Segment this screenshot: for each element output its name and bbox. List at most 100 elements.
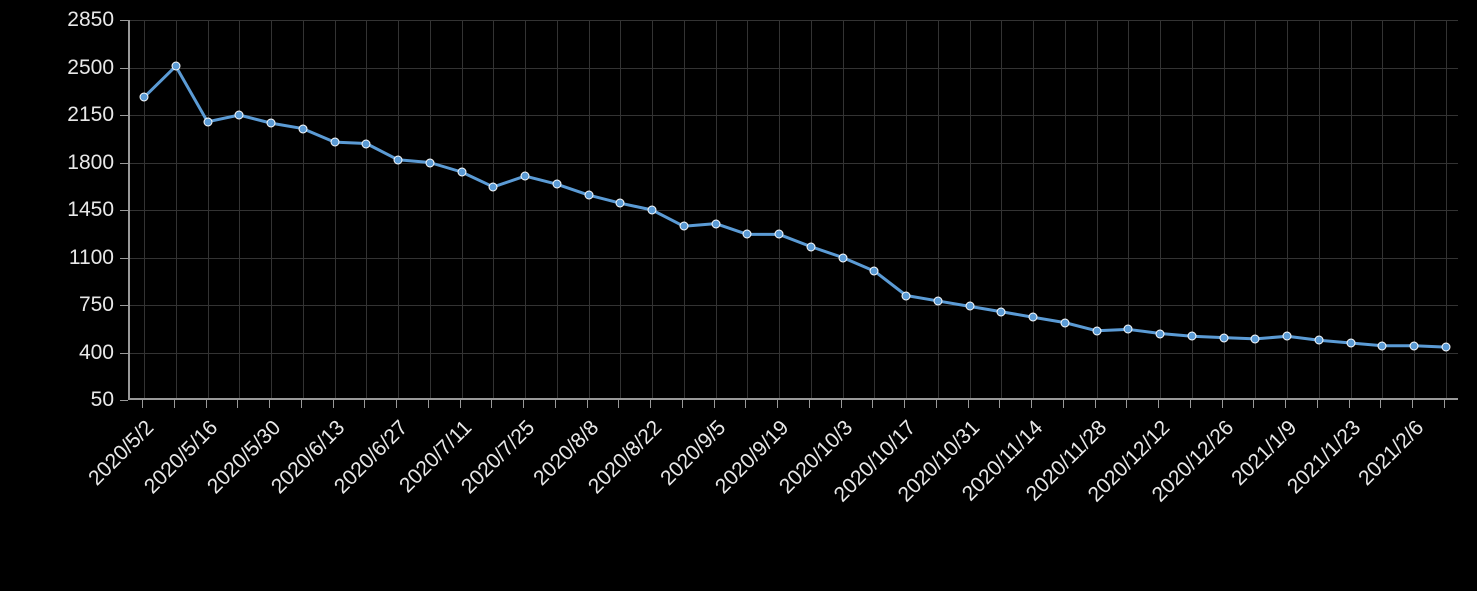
data-point [838,253,847,262]
data-point [521,172,530,181]
data-point [870,267,879,276]
data-point [616,199,625,208]
data-point [235,111,244,120]
data-point [140,93,149,102]
x-tick [587,400,588,408]
y-tick [120,20,128,21]
series-line [130,20,1460,400]
data-point [1124,325,1133,334]
x-tick [396,400,397,408]
x-tick [460,400,461,408]
data-point [775,230,784,239]
y-tick-label: 2850 [0,8,114,32]
line-chart: 504007501100145018002150250028502020/5/2… [0,0,1477,591]
x-tick [428,400,429,408]
data-point [1251,334,1260,343]
data-point [457,168,466,177]
y-tick [120,115,128,116]
x-tick [968,400,969,408]
x-tick [650,400,651,408]
x-tick [1031,400,1032,408]
x-tick [618,400,619,408]
data-point [584,191,593,200]
data-point [1378,341,1387,350]
x-tick [555,400,556,408]
x-tick [841,400,842,408]
data-point [711,219,720,228]
data-point [171,62,180,71]
data-point [1410,341,1419,350]
x-tick [301,400,302,408]
data-point [648,206,657,215]
x-tick [777,400,778,408]
data-point [1219,333,1228,342]
y-tick-label: 750 [0,293,114,317]
data-point [394,155,403,164]
y-tick [120,305,128,306]
data-point [933,296,942,305]
data-point [743,230,752,239]
x-tick [1285,400,1286,408]
y-tick [120,163,128,164]
data-point [489,182,498,191]
data-point [1092,326,1101,335]
x-tick [237,400,238,408]
y-tick-label: 400 [0,341,114,365]
x-tick [809,400,810,408]
data-point [806,242,815,251]
x-tick [1190,400,1191,408]
data-point [298,124,307,133]
data-point [362,139,371,148]
y-tick [120,258,128,259]
x-tick [1349,400,1350,408]
data-point [330,138,339,147]
data-point [1187,332,1196,341]
x-tick [364,400,365,408]
data-point [1314,336,1323,345]
data-point [997,307,1006,316]
y-tick [120,353,128,354]
x-tick [872,400,873,408]
y-tick-label: 2150 [0,103,114,127]
x-tick [523,400,524,408]
x-tick [142,400,143,408]
x-tick [1253,400,1254,408]
data-point [1346,339,1355,348]
x-tick [1095,400,1096,408]
x-tick [1063,400,1064,408]
x-tick [999,400,1000,408]
y-tick-label: 1800 [0,151,114,175]
x-tick [1222,400,1223,408]
data-point [1029,313,1038,322]
x-tick-label: 2021/2/6 [1354,416,1429,491]
x-tick [174,400,175,408]
x-tick [714,400,715,408]
x-tick [1317,400,1318,408]
y-tick-label: 50 [0,388,114,412]
x-tick [1158,400,1159,408]
data-point [1283,332,1292,341]
x-tick [1412,400,1413,408]
x-tick [745,400,746,408]
y-tick-label: 1100 [0,246,114,270]
y-tick-label: 2500 [0,56,114,80]
y-tick [120,400,128,401]
data-point [902,291,911,300]
x-tick [682,400,683,408]
x-tick [206,400,207,408]
x-tick [936,400,937,408]
data-point [552,180,561,189]
data-point [203,117,212,126]
plot-area [128,20,1458,400]
data-point [425,158,434,167]
x-tick [1126,400,1127,408]
y-tick-label: 1450 [0,198,114,222]
data-point [965,302,974,311]
y-tick [120,210,128,211]
x-tick [491,400,492,408]
x-tick [1380,400,1381,408]
x-tick [1444,400,1445,408]
y-tick [120,68,128,69]
data-point [267,119,276,128]
x-tick [333,400,334,408]
